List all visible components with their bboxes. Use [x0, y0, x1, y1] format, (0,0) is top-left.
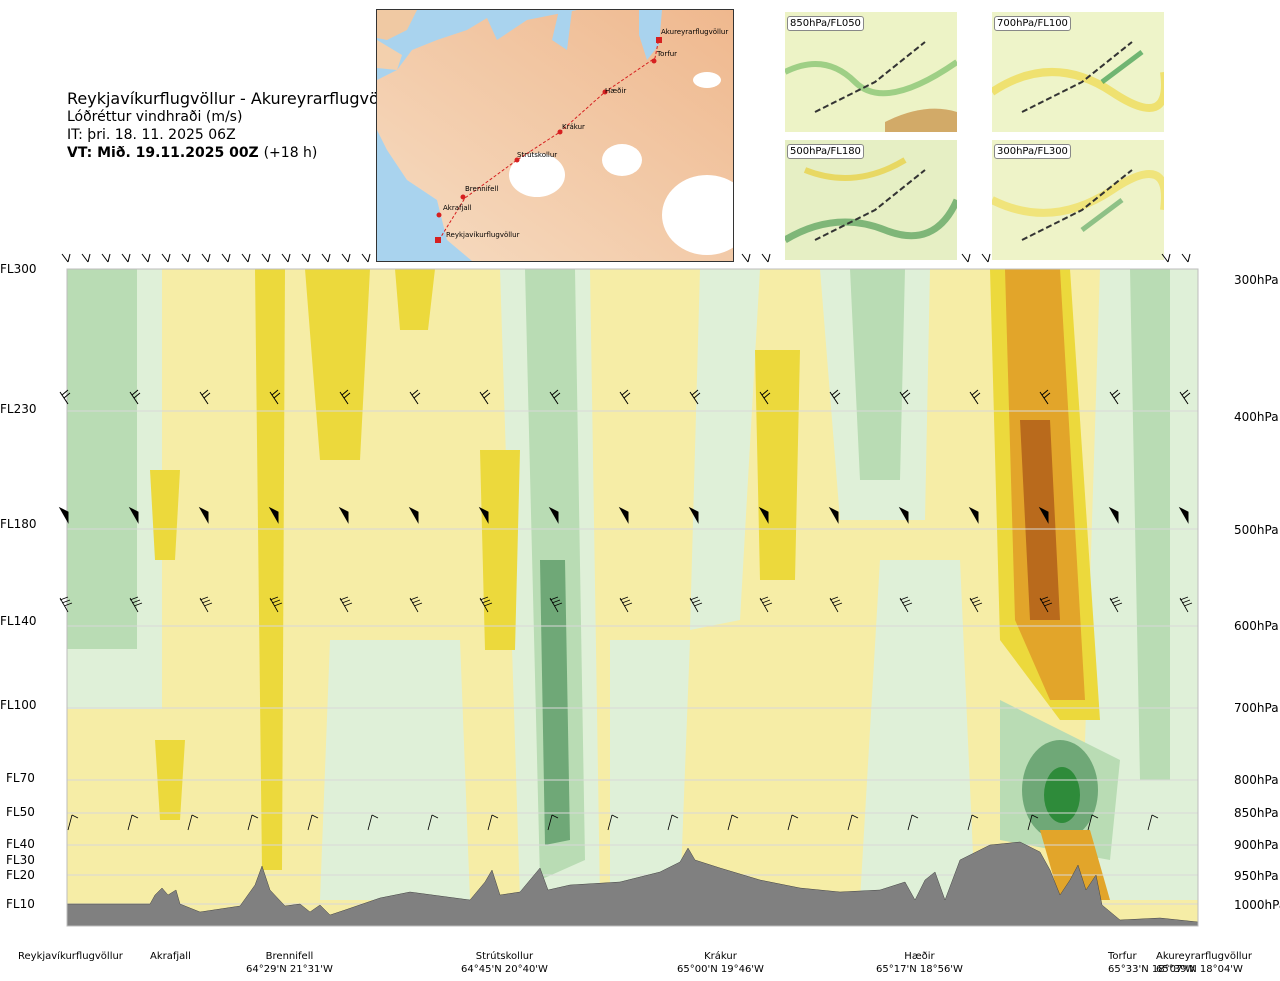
- field-very-strong-down: [1044, 767, 1080, 823]
- route-map: Reykjavíkurflugvöllur Akrafjall Brennife…: [376, 9, 734, 262]
- hpa-label-800: 800hPa: [1234, 773, 1279, 787]
- chart-title-block: Reykjavíkurflugvöllur - Akureyrarflugvöl…: [67, 90, 404, 162]
- field-up: [150, 470, 180, 560]
- map-label-akureyri: Akureyrarflugvöllur: [661, 28, 729, 36]
- wind-barb-row-fl180: [58, 506, 1189, 524]
- field-down: [1130, 269, 1170, 780]
- field-weak-down: [610, 640, 690, 900]
- fl-label-fl70: FL70: [6, 771, 35, 785]
- field-down: [67, 269, 137, 649]
- mini-map-500-label: 500hPa/FL180: [787, 144, 864, 159]
- field-up: [255, 269, 285, 870]
- hpa-label-900: 900hPa: [1234, 838, 1279, 852]
- hpa-label-850: 850hPa: [1234, 806, 1279, 820]
- field-up: [755, 350, 800, 580]
- hpa-label-600: 600hPa: [1234, 619, 1279, 633]
- station-akrafjall: Akrafjall: [150, 951, 191, 962]
- hpa-label-950: 950hPa: [1234, 869, 1279, 883]
- fl-label-fl30: FL30: [6, 853, 35, 867]
- wind-barb-row-fl230: [59, 389, 1191, 405]
- hpa-label-500: 500hPa: [1234, 523, 1279, 537]
- wind-barbs: [58, 253, 1193, 831]
- mini-map-700: 700hPa/FL100: [992, 12, 1164, 132]
- wind-barb-row-fl140: [59, 596, 1193, 613]
- fl-label-fl100: FL100: [0, 698, 37, 712]
- fl-label-fl230: FL230: [0, 402, 37, 416]
- map-label-krakur: Krákur: [562, 123, 585, 131]
- field-strong-down: [540, 560, 570, 845]
- field-up: [305, 269, 370, 460]
- fl-label-fl180: FL180: [0, 517, 37, 531]
- route-title: Reykjavíkurflugvöllur - Akureyrarflugvöl…: [67, 89, 405, 108]
- hpa-label-300: 300hPa: [1234, 273, 1279, 287]
- mini-map-850: 850hPa/FL050: [785, 12, 957, 132]
- map-label-akrafjall: Akrafjall: [443, 204, 472, 212]
- map-label-reykjavik: Reykjavíkurflugvöllur: [446, 231, 520, 239]
- field-very-strong-up: [1020, 420, 1060, 620]
- hpa-label-400: 400hPa: [1234, 410, 1279, 424]
- fl-label-fl20: FL20: [6, 868, 35, 882]
- field-up: [395, 269, 435, 330]
- station-strutskollur: Strútskollur 64°45'N 20°40'W: [461, 951, 548, 975]
- fl-label-fl50: FL50: [6, 805, 35, 819]
- station-reykjavik: Reykjavíkurflugvöllur: [18, 951, 123, 962]
- fl-label-fl140: FL140: [0, 614, 37, 628]
- valid-time: VT: Mið. 19.11.2025 00Z (+18 h): [67, 145, 318, 161]
- wind-barb-row-fl300: [61, 253, 1191, 263]
- issue-time: IT: þri. 18. 11. 2025 06Z: [67, 127, 236, 143]
- cross-section-plot: [58, 253, 1199, 927]
- mini-map-700-label: 700hPa/FL100: [994, 16, 1071, 31]
- terrain-profile: [67, 841, 1198, 926]
- fl-label-fl40: FL40: [6, 837, 35, 851]
- field-weak-down: [690, 269, 760, 630]
- map-label-torfur: Torfur: [657, 50, 678, 58]
- station-torfur: Torfur 65°33'N 18°07'W: [1108, 951, 1195, 975]
- variable-label: Lóðréttur vindhraði (m/s): [67, 109, 243, 125]
- station-krakur: Krákur 65°00'N 19°46'W: [677, 951, 764, 975]
- station-brennifell: Brennifell 64°29'N 21°31'W: [246, 951, 333, 975]
- mini-map-850-label: 850hPa/FL050: [787, 16, 864, 31]
- mini-map-500: 500hPa/FL180: [785, 140, 957, 260]
- fl-label-fl10: FL10: [6, 897, 35, 911]
- hpa-label-1000: 1000hPa: [1234, 898, 1280, 912]
- map-label-brennifell: Brennifell: [465, 185, 499, 193]
- field-up: [480, 450, 520, 650]
- map-label-strutskollur: Strútskollur: [517, 151, 558, 159]
- map-label-haedir: Hæðir: [605, 87, 627, 95]
- station-akureyri: Akureyrarflugvöllur 65°39'N 18°04'W: [1156, 951, 1253, 975]
- fl-label-fl300: FL300: [0, 262, 37, 276]
- station-haedir: Hæðir 65°17'N 18°56'W: [876, 951, 963, 975]
- mini-map-300: 300hPa/FL300: [992, 140, 1164, 260]
- field-down: [850, 269, 905, 480]
- field-weak-down: [320, 640, 470, 900]
- mini-map-300-label: 300hPa/FL300: [994, 144, 1071, 159]
- wind-barb-row-fl50: [67, 814, 1159, 831]
- field-weak-down: [860, 560, 975, 900]
- hpa-label-700: 700hPa: [1234, 701, 1279, 715]
